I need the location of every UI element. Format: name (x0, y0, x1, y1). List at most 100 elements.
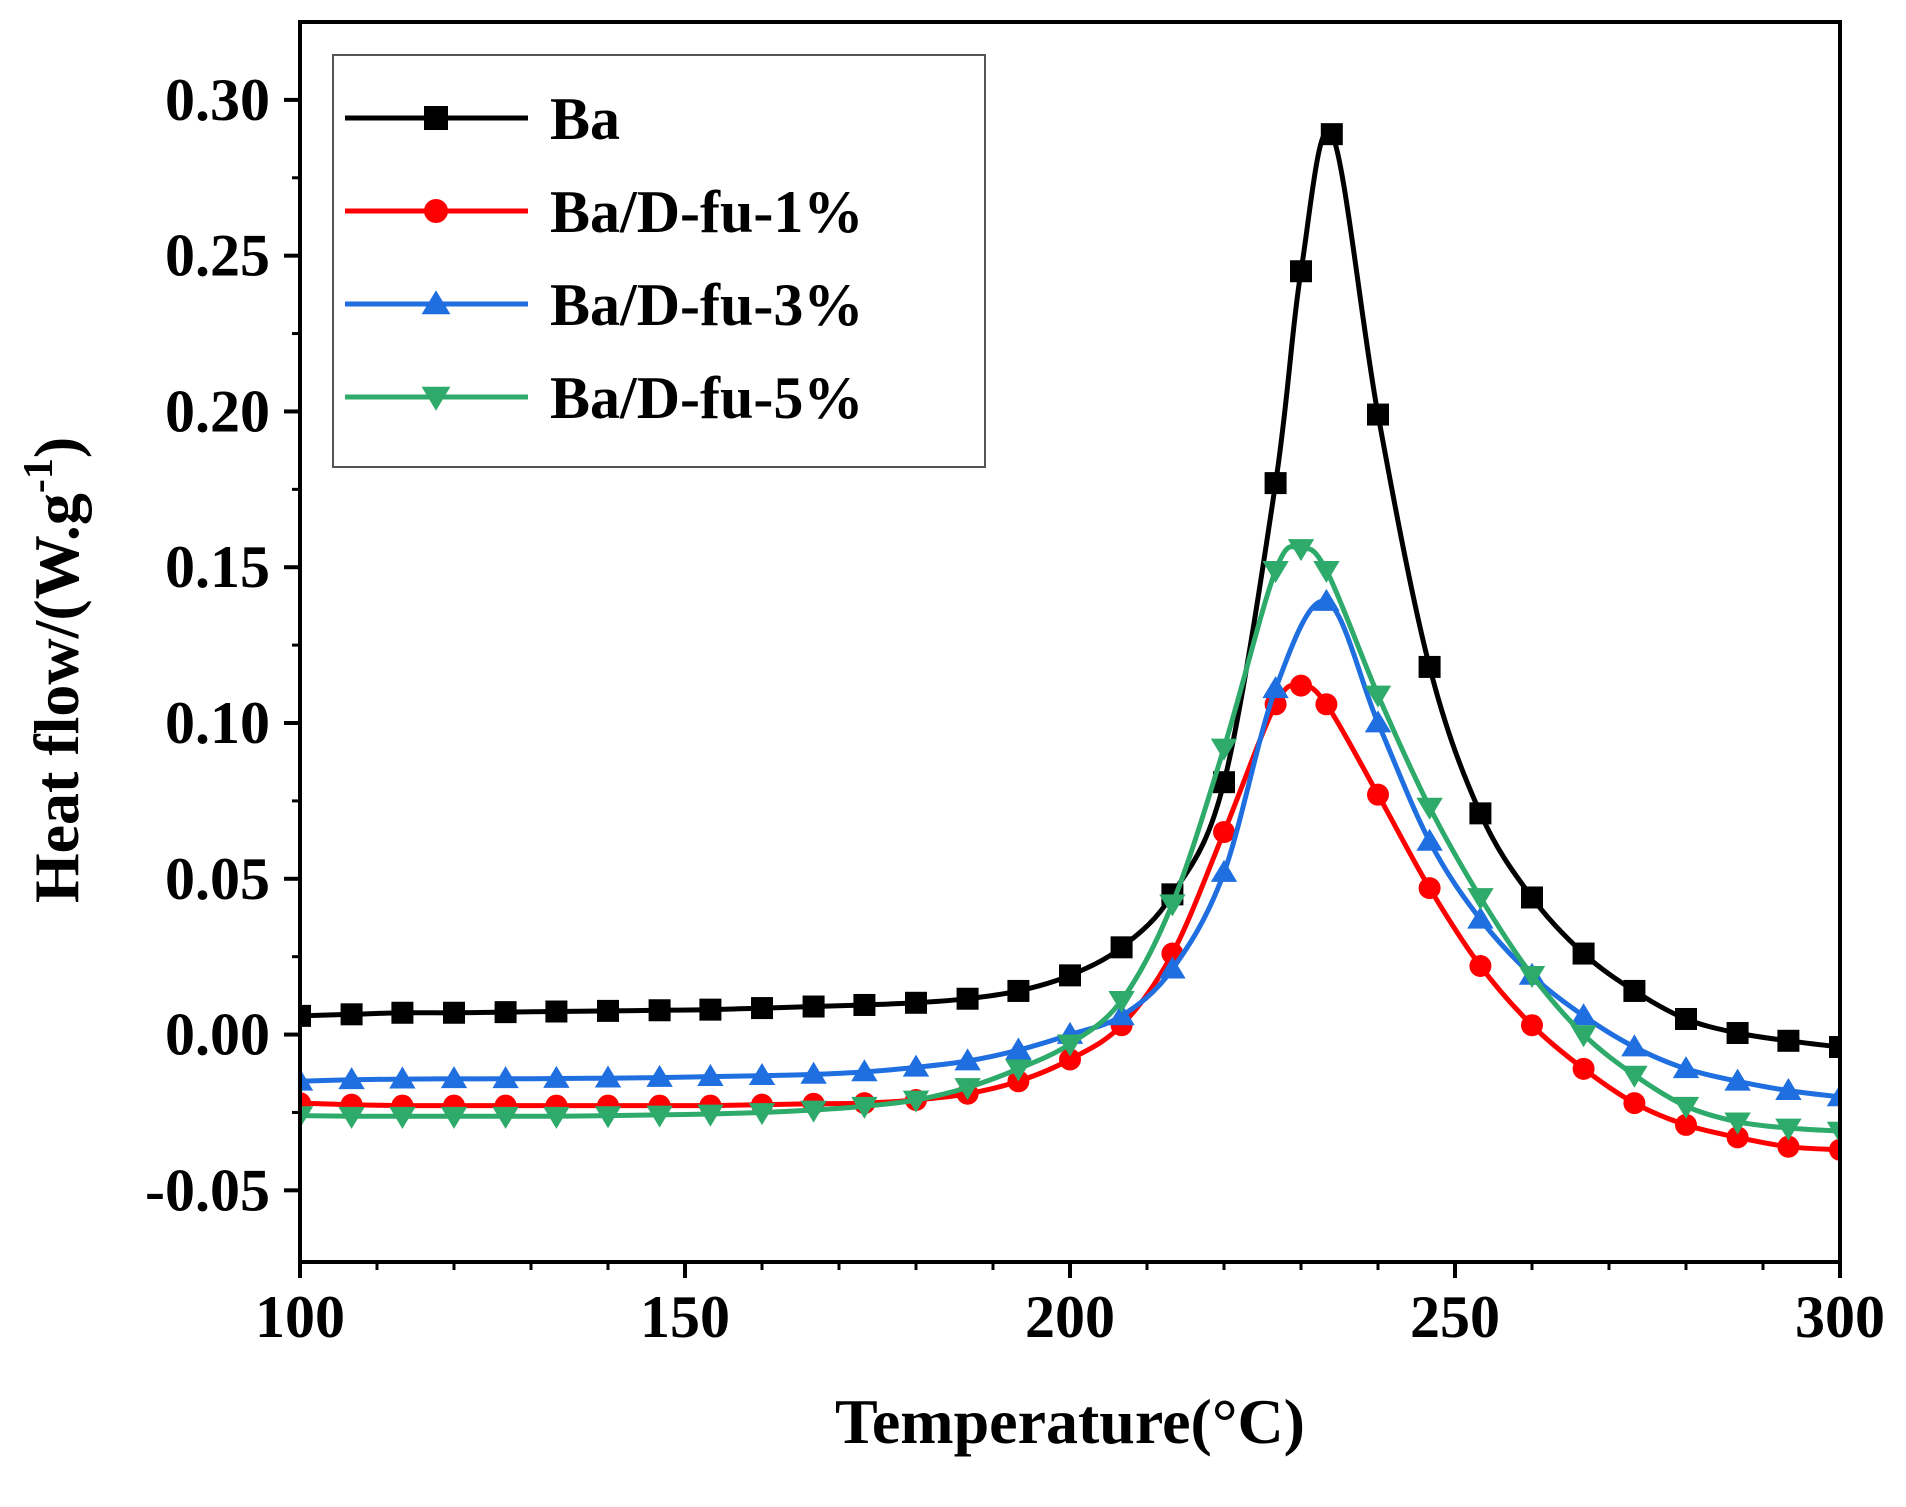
series-2-point-29 (1775, 1077, 1802, 1100)
series-2-point-8 (697, 1063, 724, 1086)
y-tick-label-4: 0.15 (165, 534, 270, 600)
x-axis-title: Temperature(°C) (835, 1386, 1305, 1457)
series-3-point-13 (954, 1078, 981, 1101)
series-0-point-29 (1726, 1022, 1749, 1045)
legend-marker-0 (424, 106, 448, 130)
y-axis-title-superscript: -1 (16, 458, 62, 493)
series-3-point-7 (646, 1105, 673, 1128)
series-3-point-0 (300, 1106, 314, 1129)
series-3-point-19 (1262, 560, 1289, 583)
series-2-point-11 (851, 1059, 878, 1082)
series-3-point-29 (1724, 1112, 1751, 1135)
series-2-point-23 (1467, 906, 1494, 929)
series-1-point-31 (1829, 1138, 1840, 1161)
series-2-point-19 (1262, 676, 1289, 699)
series-3-point-21 (1313, 560, 1340, 583)
x-tick-label-2: 200 (1025, 1284, 1115, 1350)
series-3-point-15 (1056, 1034, 1084, 1057)
series-0-point-25 (1521, 886, 1543, 909)
axes: 100 150 200 250 300 -0.05 0.00 0.05 0.10 0.15 0.20… (145, 20, 1885, 1350)
series-2-point-13 (954, 1048, 981, 1071)
series-2-point-1 (338, 1067, 365, 1090)
y-axis-title-group: Heat flow/(W.g-1) (16, 437, 92, 903)
series-group (300, 123, 1840, 1161)
series-3-point-25 (1518, 966, 1546, 989)
series-0-point-21 (1320, 123, 1343, 146)
series-3-point-20 (1287, 539, 1315, 562)
y-axis-title-main: Heat flow/(W.g (21, 493, 92, 903)
series-3-point-12 (902, 1090, 930, 1113)
plot-area (300, 123, 1840, 1161)
series-1-point-30 (1777, 1135, 1800, 1158)
series-2-point-5 (543, 1065, 570, 1088)
series-0-point-4 (494, 1001, 517, 1024)
series-2-point-17 (1159, 956, 1186, 979)
series-3-point-24 (1467, 888, 1494, 911)
series-3-point-3 (440, 1106, 468, 1129)
series-3-point-30 (1775, 1118, 1802, 1141)
series-2-point-3 (440, 1066, 468, 1089)
series-0-point-24 (1469, 802, 1492, 825)
y-tick-label-2: 0.05 (165, 846, 270, 912)
y-tick-label-0: -0.05 (145, 1157, 270, 1223)
series-0-point-26 (1572, 942, 1595, 965)
series-0-point-27 (1623, 979, 1646, 1002)
series-0-point-19 (1264, 472, 1287, 495)
series-0-point-31 (1829, 1036, 1840, 1059)
legend-label-1: Ba/D-fu-1% (550, 179, 863, 245)
series-1-point-24 (1469, 955, 1492, 978)
series-2-point-28 (1724, 1068, 1751, 1091)
series-2-point-10 (800, 1061, 827, 1084)
y-tick-label-3: 0.10 (165, 690, 270, 756)
series-2-line (300, 598, 1840, 1100)
series-2-point-16 (1108, 1003, 1135, 1026)
y-tick-label-6: 0.25 (165, 223, 270, 289)
legend-marker-3 (421, 386, 451, 411)
series-0-point-2 (391, 1001, 414, 1024)
series-0-point-18 (1213, 771, 1235, 794)
series-0-point-14 (1007, 979, 1030, 1002)
series-3-point-22 (1364, 685, 1392, 708)
series-2-point-14 (1005, 1037, 1032, 1060)
series-1-point-18 (1213, 821, 1235, 844)
legend: Ba Ba/D-fu-1% Ba/D-fu-3% Ba/D-fu-5% (332, 54, 986, 468)
series-3-point-28 (1672, 1096, 1700, 1119)
legend-label-3: Ba/D-fu-5% (550, 365, 863, 431)
series-0-point-13 (956, 987, 979, 1010)
series-2-point-30 (1826, 1084, 1840, 1107)
y-axis-title-close: ) (21, 437, 92, 458)
legend-label-0: Ba (550, 86, 620, 152)
series-2-point-6 (594, 1065, 622, 1088)
series-2-point-0 (300, 1068, 314, 1091)
series-1-point-26 (1572, 1057, 1595, 1080)
series-1-point-28 (1675, 1113, 1697, 1136)
series-2-point-7 (646, 1064, 673, 1087)
series-3-point-18 (1210, 738, 1238, 761)
y-tick-label-7: 0.30 (165, 67, 270, 133)
series-0-point-10 (802, 995, 825, 1018)
series-2-point-9 (748, 1063, 776, 1086)
series-3-point-26 (1570, 1025, 1597, 1048)
series-3-point-6 (594, 1106, 622, 1129)
series-3-point-17 (1159, 894, 1186, 917)
series-0-point-23 (1418, 655, 1441, 678)
x-tick-label-0: 100 (255, 1284, 345, 1350)
series-0-point-15 (1059, 964, 1081, 987)
series-3-point-1 (338, 1106, 365, 1129)
series-0-point-30 (1777, 1029, 1800, 1052)
legend-marker-1 (424, 199, 448, 223)
y-axis-title: Heat flow/(W.g-1) (16, 437, 92, 903)
series-1-point-20 (1290, 674, 1312, 697)
legend-marker-2 (421, 290, 451, 315)
series-1-point-25 (1521, 1014, 1543, 1037)
y-tick-label-5: 0.20 (165, 378, 270, 444)
series-3-point-9 (748, 1103, 776, 1126)
series-3-point-16 (1108, 990, 1135, 1013)
series-0-point-9 (751, 997, 773, 1020)
series-0-point-12 (905, 991, 927, 1014)
series-2-point-4 (492, 1066, 519, 1089)
series-0-point-22 (1367, 403, 1389, 426)
series-0-point-3 (443, 1001, 465, 1024)
x-tick-label-4: 300 (1795, 1284, 1885, 1350)
